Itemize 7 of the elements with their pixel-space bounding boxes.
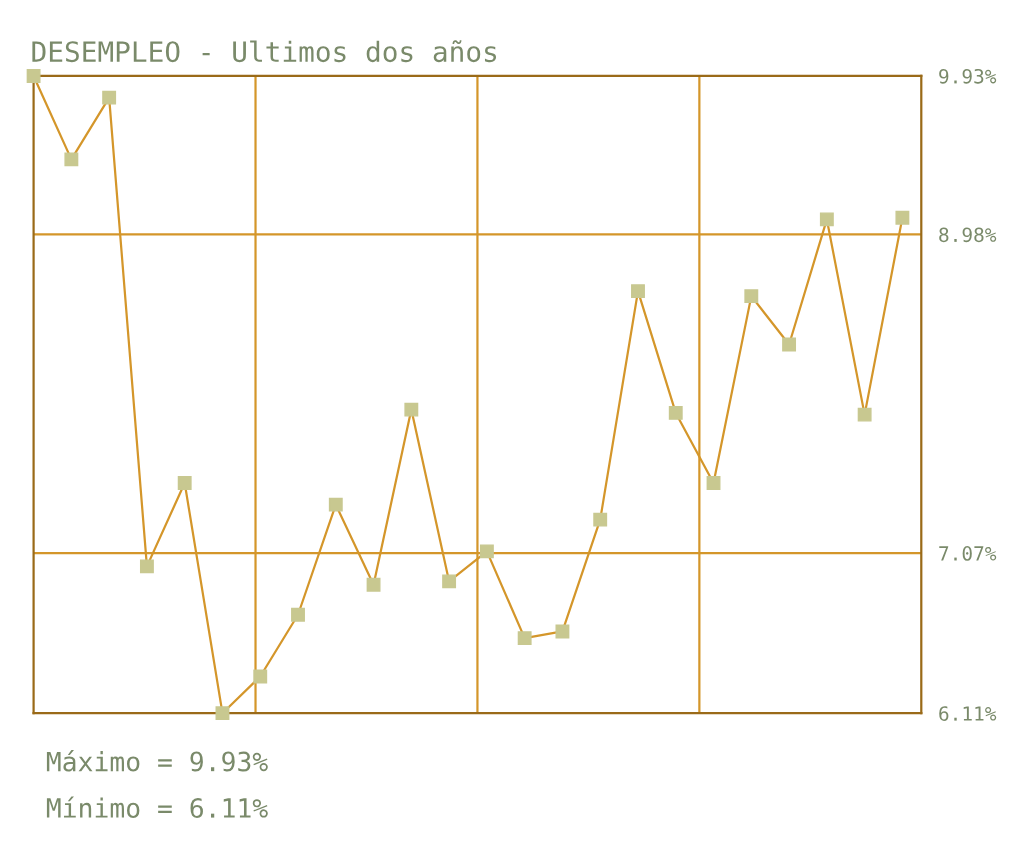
chart-title: DESEMPLEO - Ultimos dos años	[32, 40, 497, 63]
y-tick-label: 7.07%	[939, 546, 997, 561]
y-tick-label: 9.93%	[939, 68, 997, 84]
y-tick-label: 6.11%	[939, 706, 997, 721]
text: Mínimo = 6.11%	[46, 796, 268, 818]
text: Máximo = 9.93%	[46, 750, 268, 772]
y-tick-label: 8.98%	[939, 227, 997, 243]
